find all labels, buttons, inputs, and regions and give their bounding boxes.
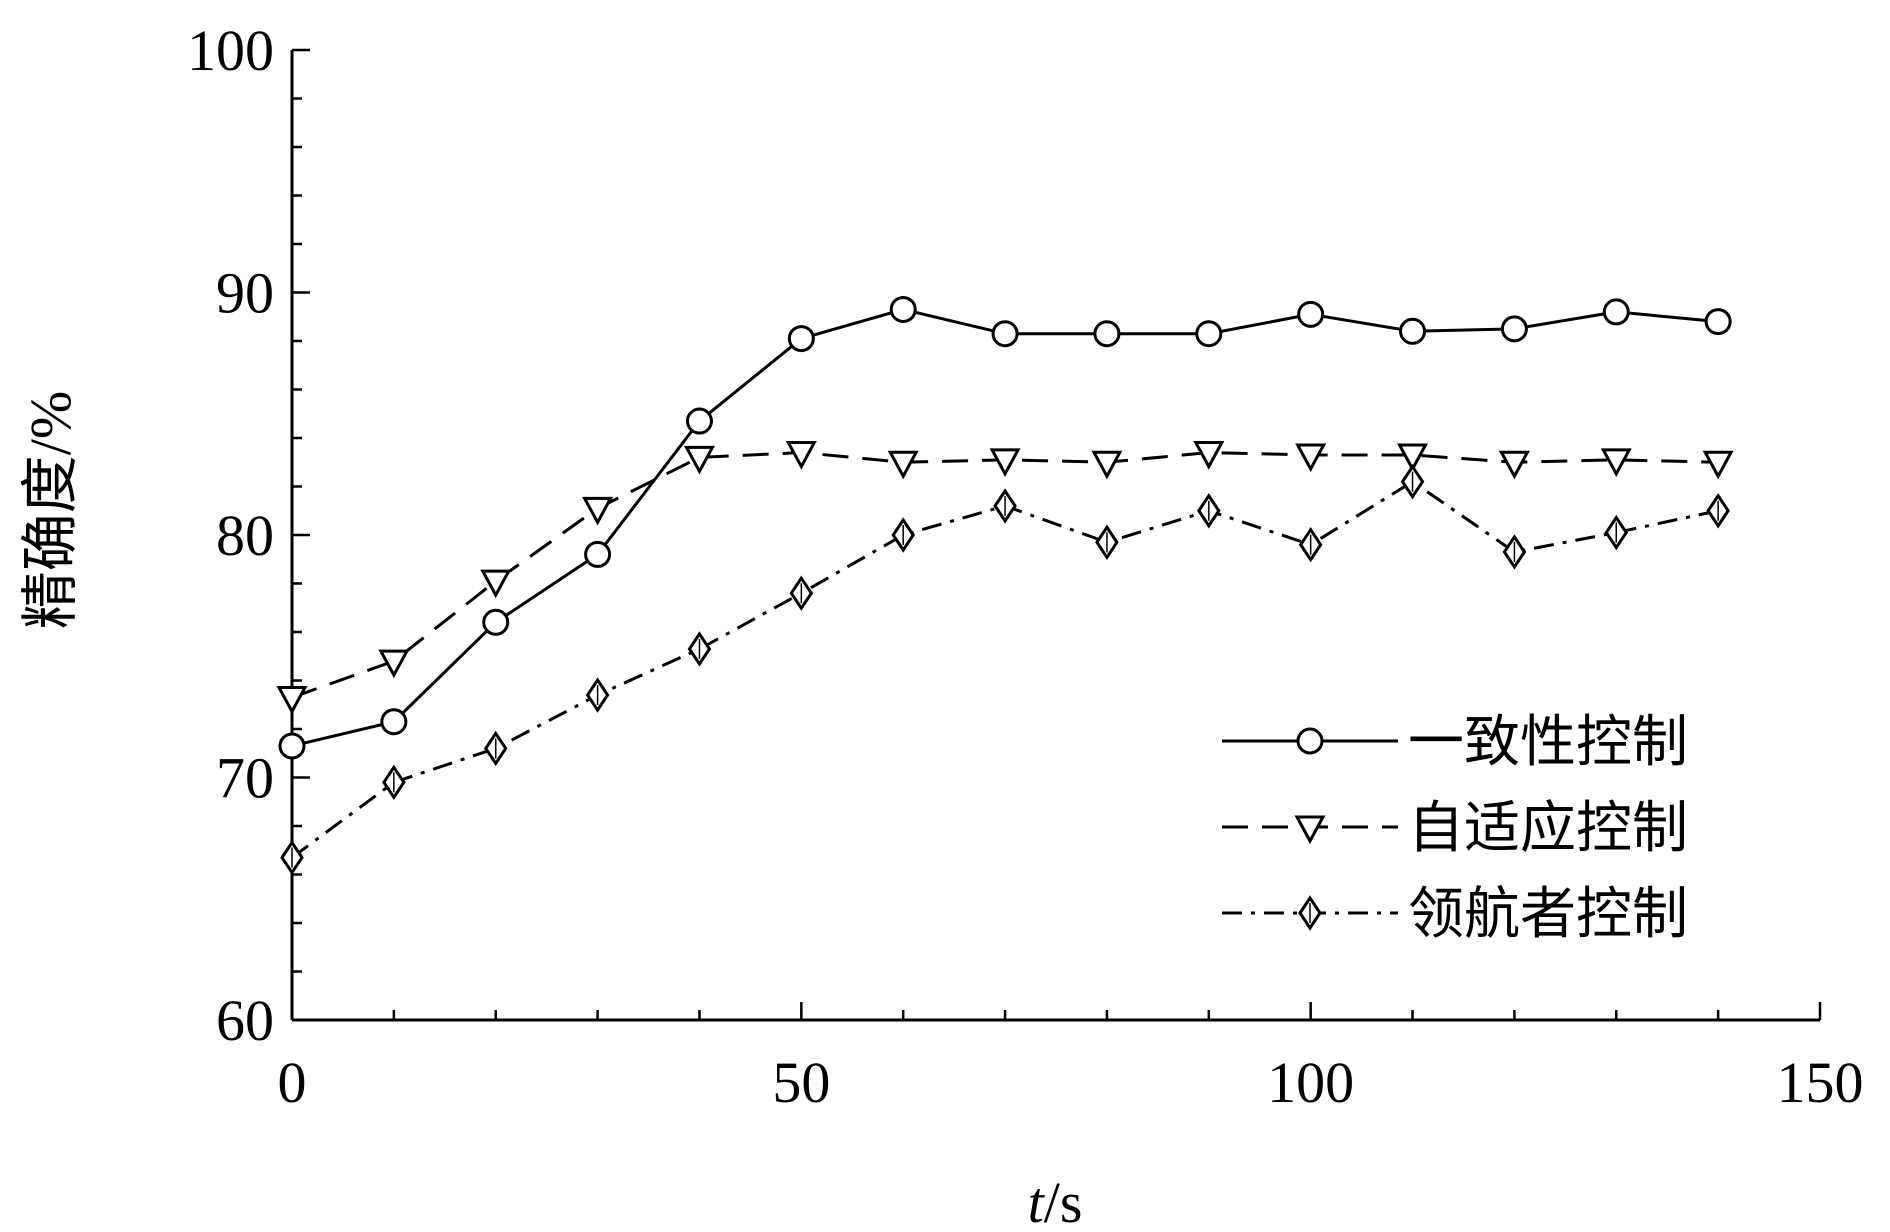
x-axis-title-unit: /s [1044,1170,1083,1232]
data-point [1702,450,1734,480]
data-point [889,295,917,323]
legend-item: 领航者控制 [1222,882,1688,947]
data-point [585,677,610,713]
data-point [1600,448,1632,477]
data-point [378,649,410,679]
y-tick-label: 70 [216,746,274,811]
legend-item: 一致性控制 [1222,710,1688,775]
data-point [1604,514,1629,551]
data-point [1400,463,1425,500]
data-point [1297,300,1325,328]
y-axis-title: 精确度/% [18,391,83,629]
data-point [1397,443,1429,473]
x-tick-label: 100 [1267,1050,1354,1115]
axes: 60 70 80 90 100 0 50 100 150 [187,18,1864,1115]
data-point [1093,320,1121,348]
y-tick-label: 80 [216,503,274,568]
x-axis-title-variable: t [1028,1170,1046,1232]
data-point [789,575,814,611]
data-point [1399,317,1427,345]
data-point [887,450,919,480]
data-point [785,441,817,470]
legend-label: 一致性控制 [1408,710,1688,775]
data-point [1704,308,1732,336]
data-point [584,540,612,568]
legend-marker [1298,895,1322,931]
data-point [1196,493,1221,529]
series-line [291,307,1719,748]
data-point [1295,443,1327,473]
x-tick-label: 50 [772,1050,830,1115]
data-point [1195,320,1223,348]
legend-label: 领航者控制 [1408,882,1688,947]
data-point [482,608,510,636]
data-point [1500,315,1528,343]
x-tick-label: 0 [278,1050,307,1115]
data-point [380,708,408,736]
series-3 [280,463,1730,876]
data-point [483,730,508,767]
legend-marker [1294,815,1326,845]
data-point [280,839,304,876]
series-layer [276,295,1734,876]
data-point [993,488,1017,524]
data-point [1502,534,1527,570]
data-point [480,569,512,599]
data-point [1706,493,1730,529]
data-point [382,764,406,801]
data-point [1498,450,1530,480]
data-point [989,448,1021,477]
x-tick-label: 150 [1777,1050,1864,1115]
data-point [991,320,1019,348]
data-point [1602,298,1630,326]
data-point [1193,441,1225,470]
legend-item: 自适应控制 [1222,796,1688,861]
data-point [891,517,916,553]
y-tick-label: 90 [216,261,274,326]
x-axis-title: t/s [1028,1170,1083,1232]
y-tick-label: 60 [216,988,274,1053]
data-point [787,325,815,353]
data-point [1095,524,1119,560]
y-tick-label: 100 [187,18,274,83]
series-2 [276,441,1734,715]
data-point [687,631,712,667]
legend-label: 自适应控制 [1408,796,1688,861]
data-point [683,445,715,475]
data-point [278,732,306,760]
data-point [276,685,308,715]
series-1 [278,295,1732,760]
data-point [685,407,713,435]
data-point [582,496,614,526]
data-point [1298,526,1323,563]
legend-marker [1296,727,1324,755]
data-point [1091,450,1123,480]
